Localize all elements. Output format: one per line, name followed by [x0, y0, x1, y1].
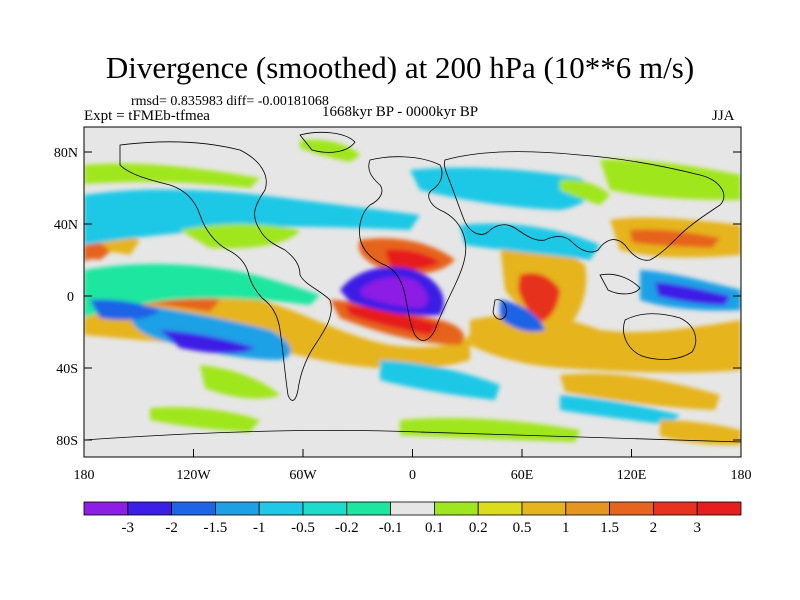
field-patch	[660, 420, 741, 446]
field-patch	[180, 224, 300, 249]
colorbar: -3 -2 -1.5 -1 -0.5 -0.2 -0.1 0.1 0.2 0.5 1 1.5 2 3	[83, 501, 742, 536]
field-patch	[300, 139, 360, 162]
colorbar-label: -0.5	[291, 520, 315, 536]
field-patch	[131, 305, 291, 360]
lon-label: 180	[74, 468, 95, 483]
colorbar-box	[565, 501, 610, 516]
colorbar-label: 1	[562, 520, 570, 536]
field-patch	[560, 373, 720, 410]
colorbar-box	[346, 501, 391, 516]
africa-europe-coastline	[359, 156, 467, 341]
period-label: 1668kyr BP - 0000kyr BP	[322, 104, 479, 120]
colorbar-box	[83, 501, 129, 516]
americas-coastline	[119, 141, 332, 401]
field-patch	[560, 179, 610, 205]
colorbar-box	[521, 501, 567, 516]
lat-label: 80S	[56, 434, 78, 449]
field-patch	[630, 229, 720, 248]
field-patch	[160, 330, 255, 354]
field-patch	[84, 189, 420, 245]
colorbar-label: 0.1	[425, 520, 444, 536]
lon-label: 60E	[511, 468, 534, 483]
colorbar-box	[696, 501, 742, 516]
field-patch	[84, 264, 320, 318]
colorbar-label: -3	[122, 520, 135, 536]
field-patch	[200, 365, 280, 399]
colorbar-label: 0.5	[513, 520, 532, 536]
greenland-coastline	[299, 131, 356, 153]
lat-label: 40N	[54, 218, 78, 233]
antarctica-coastline	[84, 430, 741, 443]
lon-label: 120E	[617, 468, 647, 483]
colorbar-label: -0.1	[379, 520, 403, 536]
lon-label: 0	[409, 468, 416, 483]
colorbar-label: 3	[693, 520, 701, 536]
field-patch	[345, 305, 440, 335]
field-patch	[84, 239, 110, 262]
lat-ticks	[84, 151, 741, 441]
madagascar-coastline	[492, 299, 507, 320]
field-patch	[360, 277, 428, 308]
colorbar-box	[433, 501, 479, 516]
field-patch	[410, 167, 591, 210]
lon-label: 120W	[176, 468, 211, 483]
colorbar-box	[609, 501, 654, 516]
colorbar-box	[171, 501, 216, 516]
field-patch	[84, 163, 260, 188]
lat-label: 80N	[54, 146, 78, 161]
eurasia-coastline	[443, 151, 725, 261]
colorbar-box	[302, 501, 348, 516]
field-patch	[385, 249, 440, 270]
colorbar-label: -2	[165, 520, 178, 536]
experiment-label: Expt = tFMEb-tfmea	[84, 108, 210, 124]
field-patch	[380, 360, 500, 400]
divergence-field	[84, 127, 741, 457]
maritime-continent-coastline	[599, 273, 641, 295]
lat-label: 0	[67, 290, 74, 305]
colorbar-box	[258, 501, 304, 516]
season-label: JJA	[712, 108, 735, 124]
colorbar-label: -1	[253, 520, 266, 536]
colorbar-box	[127, 501, 173, 516]
field-patch	[518, 273, 560, 322]
field-patch	[655, 282, 730, 305]
field-patch	[400, 418, 580, 442]
colorbar-label: -0.2	[335, 520, 359, 536]
field-patch	[560, 395, 680, 425]
lon-label: 60W	[289, 468, 317, 483]
lon-label: 180	[731, 468, 752, 483]
colorbar-box	[214, 501, 260, 516]
lon-ticks	[83, 449, 742, 457]
colorbar-label: -1.5	[204, 520, 228, 536]
field-patch	[150, 407, 260, 432]
colorbar-box	[477, 501, 523, 516]
australia-coastline	[623, 313, 697, 360]
colorbar-box	[653, 501, 698, 516]
field-patch	[600, 159, 741, 200]
map-title: Divergence (smoothed) at 200 hPa (10**6 …	[105, 50, 695, 85]
colorbar-box	[390, 501, 435, 516]
colorbar-label: 0.2	[469, 520, 488, 536]
coastlines	[84, 131, 741, 443]
field-patch	[460, 223, 600, 260]
field-patch	[500, 300, 545, 332]
rmsd-diff-stats: rmsd= 0.835983 diff= -0.00181068	[131, 94, 329, 109]
colorbar-label: 1.5	[600, 520, 619, 536]
colorbar-label: 2	[650, 520, 658, 536]
lat-label: 40S	[56, 362, 78, 377]
field-patch	[90, 299, 160, 320]
